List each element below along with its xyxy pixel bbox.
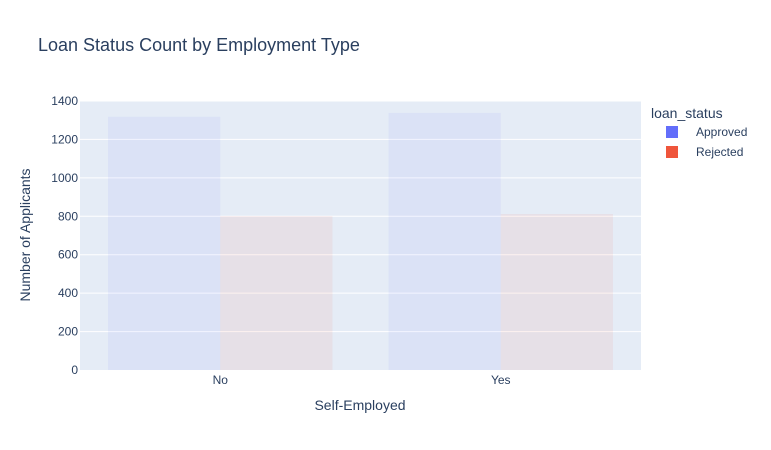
gridlines (80, 100, 641, 333)
y-axis-ticks: 0 200 400 600 800 1000 1200 1400 (51, 94, 78, 377)
x-tick-label: No (213, 373, 229, 387)
y-tick-label: 1000 (51, 171, 78, 185)
x-axis-title: Self-Employed (314, 397, 405, 413)
y-tick-label: 800 (58, 209, 78, 223)
bars (108, 112, 613, 371)
bar-approved-no[interactable] (108, 116, 221, 371)
chart-title: Loan Status Count by Employment Type (38, 35, 360, 55)
plot-area (80, 101, 641, 370)
y-tick-label: 1200 (51, 132, 78, 146)
bar-approved-yes[interactable] (388, 112, 501, 371)
legend-swatch (666, 126, 678, 138)
y-tick-label: 400 (58, 286, 78, 300)
bar-rejected-no[interactable] (220, 216, 333, 370)
legend[interactable]: loan_status Approved Rejected (651, 105, 747, 159)
y-axis-title: Number of Applicants (17, 168, 33, 301)
legend-items[interactable]: Approved Rejected (666, 125, 747, 159)
y-tick-label: 600 (58, 248, 78, 262)
bar-rejected-yes[interactable] (500, 213, 613, 370)
y-tick-label: 0 (71, 363, 78, 377)
legend-title: loan_status (651, 105, 723, 121)
x-axis-ticks: No Yes (213, 373, 511, 387)
legend-label: Approved (696, 125, 747, 139)
legend-label: Rejected (696, 145, 743, 159)
y-tick-label: 200 (58, 325, 78, 339)
y-tick-label: 1400 (51, 94, 78, 108)
legend-item-rejected[interactable]: Rejected (666, 145, 743, 159)
legend-swatch (666, 146, 678, 158)
legend-item-approved[interactable]: Approved (666, 125, 747, 139)
x-tick-label: Yes (491, 373, 511, 387)
